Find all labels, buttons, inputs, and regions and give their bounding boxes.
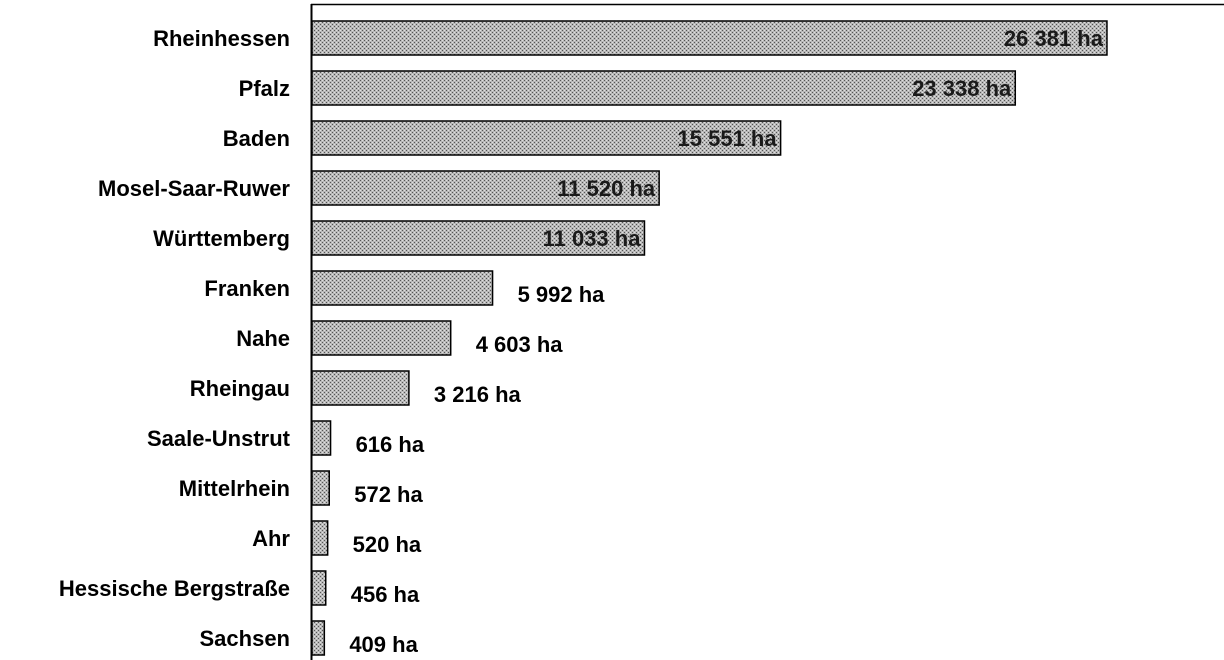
bar (311, 570, 327, 606)
data-label: 520 ha (353, 532, 422, 557)
category-label: Mosel-Saar-Ruwer (98, 176, 290, 201)
category-label: Baden (223, 126, 290, 151)
category-label: Franken (204, 276, 290, 301)
bar (311, 270, 494, 306)
bar (311, 220, 646, 256)
bar (311, 20, 1108, 56)
bar (311, 370, 410, 406)
category-label: Sachsen (200, 626, 291, 651)
data-label: 11 033 ha (543, 226, 642, 251)
data-label: 456 ha (351, 582, 420, 607)
bar (311, 620, 326, 656)
category-label: Hessische Bergstraße (59, 576, 290, 601)
category-label: Ahr (252, 526, 290, 551)
category-label: Nahe (236, 326, 290, 351)
data-label: 616 ha (356, 432, 425, 457)
data-label: 409 ha (349, 632, 418, 657)
category-label: Württemberg (153, 226, 290, 251)
bar (311, 70, 1017, 106)
data-label: 5 992 ha (518, 282, 606, 307)
category-label: Pfalz (239, 76, 290, 101)
category-label: Rheinhessen (153, 26, 290, 51)
bar (311, 520, 329, 556)
category-label: Rheingau (190, 376, 290, 401)
category-label: Mittelrhein (179, 476, 290, 501)
data-label: 572 ha (354, 482, 423, 507)
bar (311, 420, 332, 456)
value-labels-group: 26 381 ha 23 338 ha 15 551 ha 11 520 ha 11 0… (349, 26, 1103, 657)
data-label: 11 520 ha (557, 176, 656, 201)
bar (311, 170, 660, 206)
data-label: 26 381 ha (1004, 26, 1104, 51)
bar (311, 320, 452, 356)
bar (311, 470, 330, 506)
data-label: 4 603 ha (476, 332, 564, 357)
bar (311, 120, 782, 156)
data-label: 15 551 ha (678, 126, 778, 151)
bars-group (311, 20, 1108, 656)
data-label: 3 216 ha (434, 382, 522, 407)
category-labels-group: Rheinhessen Pfalz Baden Mosel-Saar-Ruwer Wür… (59, 26, 291, 651)
category-label: Saale-Unstrut (147, 426, 291, 451)
data-label: 23 338 ha (912, 76, 1012, 101)
